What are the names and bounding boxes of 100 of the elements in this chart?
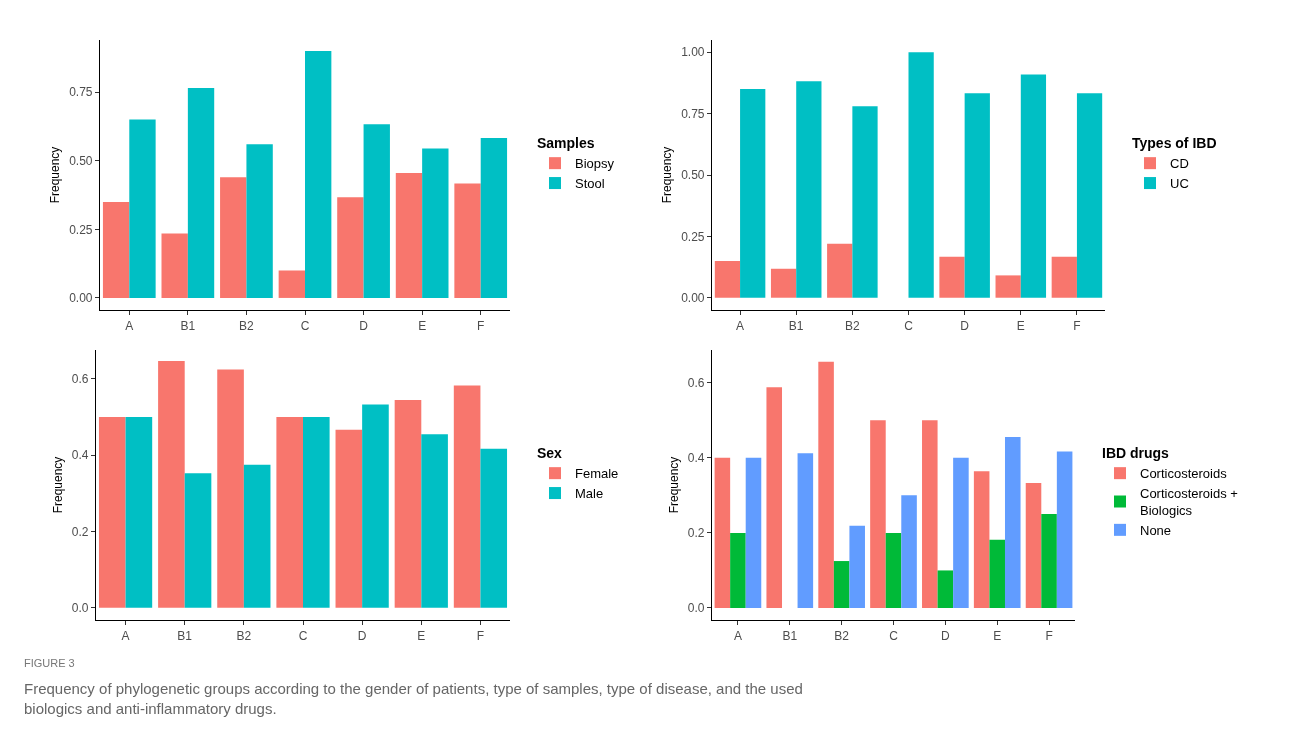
bar bbox=[184, 473, 212, 608]
x-tick-label: E bbox=[417, 628, 426, 643]
bar bbox=[98, 417, 126, 608]
bar bbox=[766, 387, 783, 608]
x-tick-label: A bbox=[733, 628, 742, 643]
bar bbox=[303, 417, 330, 608]
bar bbox=[187, 88, 215, 298]
bar bbox=[1051, 256, 1077, 298]
legend-label: Corticosteroids + Biologics bbox=[1140, 486, 1238, 519]
x-tick-label: B2 bbox=[239, 318, 255, 333]
x-tick-label: A bbox=[736, 318, 745, 333]
y-tick-label: 0.75 bbox=[681, 106, 705, 121]
bar bbox=[480, 448, 508, 608]
y-tick-label: 0.75 bbox=[69, 85, 93, 100]
bar bbox=[453, 385, 481, 608]
y-tick-label: 0.25 bbox=[69, 222, 93, 237]
x-tick-label: E bbox=[1016, 318, 1025, 333]
x-tick-label: B1 bbox=[782, 628, 798, 643]
legend-label: Stool bbox=[575, 176, 605, 192]
bar bbox=[922, 420, 938, 608]
y-tick-label: 0.2 bbox=[687, 526, 705, 541]
x-tick-label: B2 bbox=[834, 628, 850, 643]
bar bbox=[421, 434, 448, 608]
y-tick-label: 0.4 bbox=[687, 450, 705, 465]
x-tick-label: F bbox=[477, 318, 485, 333]
x-tick-label: C bbox=[300, 318, 310, 333]
y-tick-label: 0.6 bbox=[687, 375, 705, 390]
bar bbox=[363, 124, 390, 298]
y-axis-title: Frequency bbox=[51, 456, 66, 514]
bar bbox=[870, 420, 886, 608]
x-tick-label: D bbox=[357, 628, 367, 643]
bar bbox=[480, 137, 508, 298]
bar bbox=[394, 399, 422, 608]
bar bbox=[714, 260, 741, 298]
x-tick-label: D bbox=[359, 318, 369, 333]
bar bbox=[973, 471, 990, 608]
bar bbox=[243, 464, 271, 608]
bar bbox=[161, 233, 188, 298]
x-tick-label: B2 bbox=[845, 318, 861, 333]
bar bbox=[901, 495, 917, 608]
legend-label: Male bbox=[575, 486, 604, 502]
x-tick-label: A bbox=[121, 628, 130, 643]
x-tick-label: E bbox=[993, 628, 1002, 643]
bar bbox=[770, 268, 797, 298]
bar bbox=[852, 106, 878, 298]
y-tick-label: 0.00 bbox=[681, 290, 705, 305]
bar bbox=[1020, 74, 1047, 298]
x-tick-label: F bbox=[1045, 628, 1053, 643]
bar bbox=[1076, 93, 1103, 298]
caption: FIGURE 3 bbox=[24, 657, 75, 669]
legend-title: Sex bbox=[537, 445, 563, 462]
bar bbox=[730, 532, 746, 608]
bar bbox=[797, 453, 814, 608]
y-axis-title: Frequency bbox=[660, 146, 675, 204]
bar bbox=[939, 256, 965, 298]
bar bbox=[220, 177, 247, 298]
y-tick-label: 0.6 bbox=[71, 372, 89, 387]
bar bbox=[953, 457, 969, 608]
bar bbox=[276, 417, 303, 608]
bar bbox=[335, 429, 363, 608]
bar bbox=[827, 243, 853, 298]
x-tick-label: C bbox=[904, 318, 914, 333]
legend-title: IBD drugs bbox=[1102, 445, 1170, 462]
bar bbox=[125, 417, 153, 608]
bar bbox=[1004, 437, 1021, 608]
x-tick-label: A bbox=[125, 318, 134, 333]
y-tick-label: 0.2 bbox=[71, 524, 89, 539]
x-tick-label: B1 bbox=[788, 318, 804, 333]
legend-title: Samples bbox=[537, 135, 595, 152]
bar bbox=[885, 532, 902, 608]
bar bbox=[278, 270, 305, 298]
x-tick-label: B1 bbox=[180, 318, 196, 333]
x-tick-label: C bbox=[298, 628, 308, 643]
legend-label: None bbox=[1140, 522, 1172, 538]
x-tick-label: B2 bbox=[236, 628, 252, 643]
legend-label: CD bbox=[1170, 156, 1189, 172]
y-axis-title: Frequency bbox=[48, 146, 63, 204]
y-tick-label: 0.4 bbox=[71, 448, 89, 463]
bar bbox=[740, 89, 766, 298]
bar bbox=[454, 183, 481, 298]
bar bbox=[246, 144, 273, 298]
bar bbox=[818, 361, 834, 608]
bar bbox=[1056, 451, 1073, 608]
bar bbox=[908, 52, 934, 298]
x-tick-label: F bbox=[476, 628, 485, 643]
bar bbox=[362, 404, 389, 608]
bar bbox=[158, 361, 185, 608]
bar bbox=[964, 93, 990, 298]
bar bbox=[217, 369, 244, 608]
bar bbox=[305, 50, 332, 298]
y-tick-label: 0.50 bbox=[681, 168, 705, 183]
legend-title: Types of IBD bbox=[1132, 135, 1217, 152]
bar bbox=[1041, 514, 1057, 608]
bar bbox=[422, 148, 449, 298]
x-tick-label: D bbox=[941, 628, 951, 643]
bar bbox=[937, 570, 954, 608]
bar bbox=[849, 525, 865, 608]
bar bbox=[714, 457, 731, 608]
x-tick-label: B1 bbox=[177, 628, 193, 643]
bar bbox=[833, 561, 850, 608]
